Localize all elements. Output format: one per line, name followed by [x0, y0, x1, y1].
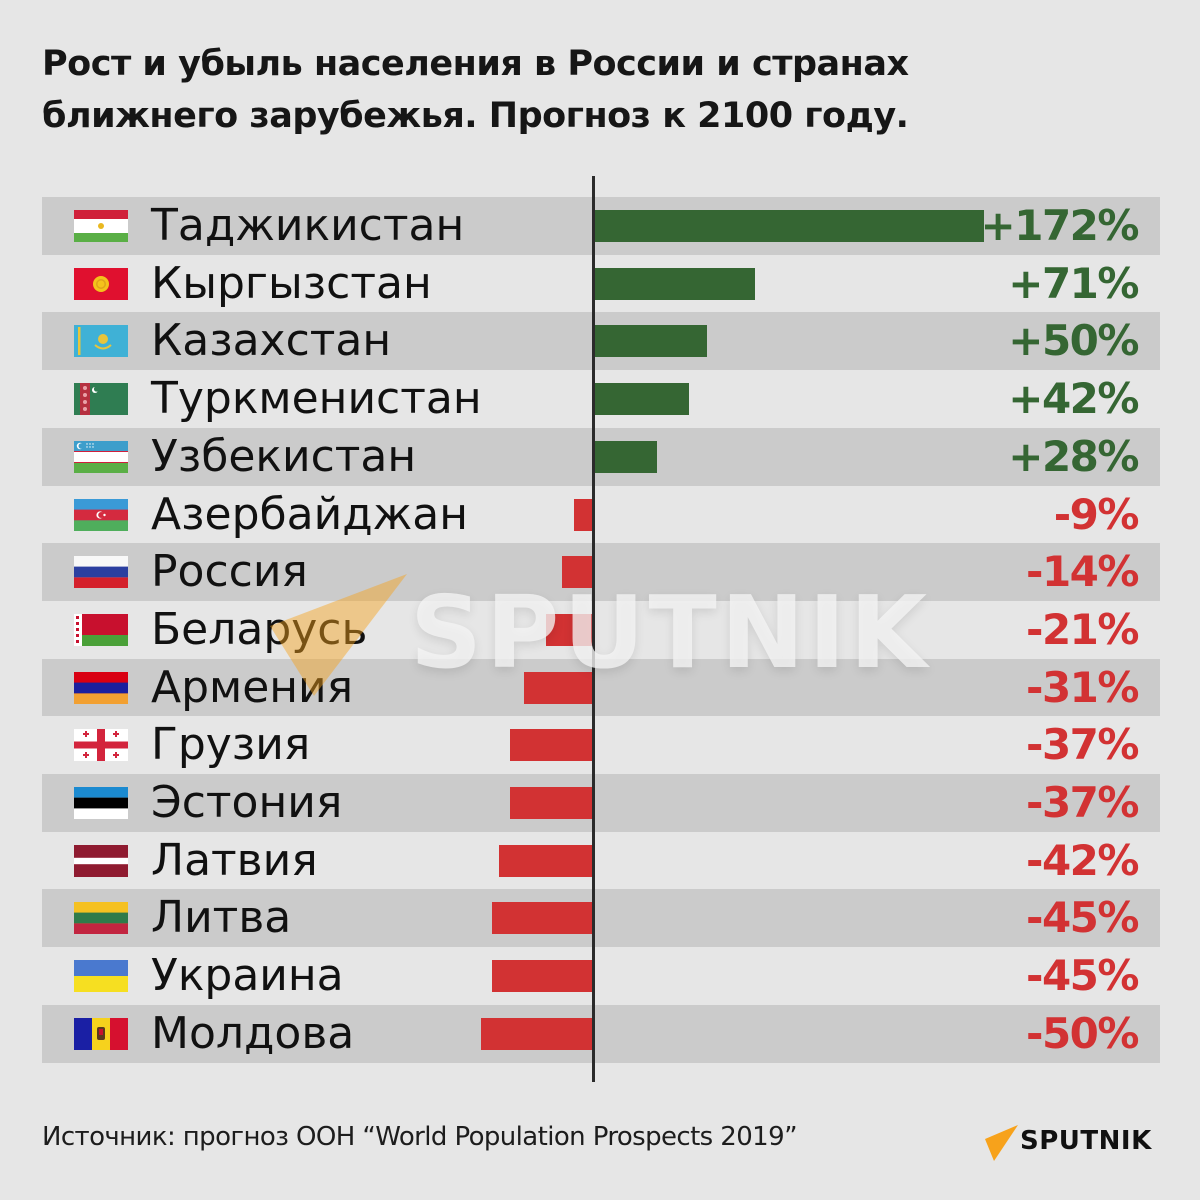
chart-row: Латвия -42% — [42, 831, 1160, 890]
sputnik-logo: SPUTNIK — [984, 1124, 1164, 1164]
flag-ukraine-icon — [74, 960, 128, 993]
value-label: +42% — [1008, 374, 1139, 424]
decline-bar — [573, 498, 594, 531]
country-label: Армения — [151, 661, 354, 713]
chart-row: Беларусь -21% — [42, 600, 1160, 659]
value-label: -37% — [1026, 778, 1139, 827]
decline-bar — [480, 1017, 594, 1050]
flag-armenia-icon — [74, 671, 128, 704]
country-label: Эстония — [151, 777, 343, 828]
flag-latvia-icon — [74, 844, 128, 877]
growth-bar — [594, 267, 755, 300]
country-label: Литва — [151, 892, 292, 944]
flag-tajikistan-icon — [74, 210, 128, 242]
chart-row: Литва -45% — [42, 889, 1160, 948]
country-label: Узбекистан — [151, 430, 417, 482]
value-label: +172% — [980, 201, 1140, 250]
chart-row: Казахстан +50% — [42, 312, 1160, 371]
chart-title-line-1: Рост и убыль населения в России и страна… — [42, 44, 909, 84]
chart-row: Узбекистан +28% — [42, 427, 1160, 486]
value-label: -9% — [1053, 489, 1140, 539]
country-label: Молдова — [151, 1007, 355, 1059]
value-label: +71% — [1008, 258, 1139, 308]
country-label: Кыргызстан — [151, 257, 432, 309]
value-label: -31% — [1026, 662, 1139, 712]
chart-row: Кыргызстан +71% — [42, 254, 1160, 313]
flag-moldova-icon — [74, 1017, 128, 1050]
chart-row: Грузия -37% — [42, 716, 1160, 775]
value-label: -45% — [1026, 893, 1139, 943]
value-label: -42% — [1026, 835, 1139, 885]
value-label: -37% — [1026, 720, 1139, 770]
decline-bar — [562, 556, 594, 589]
zero-axis-line — [592, 176, 595, 1082]
country-label: Таджикистан — [151, 200, 465, 251]
chart-row: Туркменистан +42% — [42, 370, 1160, 429]
value-label: +28% — [1008, 431, 1139, 481]
chart-row: Украина -45% — [42, 947, 1160, 1006]
value-label: -50% — [1026, 1008, 1139, 1058]
growth-bar — [594, 325, 708, 358]
chart-title: Рост и убыль населения в России и страна… — [42, 38, 1142, 142]
flag-lithuania-icon — [74, 902, 128, 935]
chart-row: Россия -14% — [42, 543, 1160, 602]
value-label: -21% — [1026, 604, 1139, 654]
country-label: Азербайджан — [151, 488, 468, 540]
flag-estonia-icon — [74, 787, 128, 819]
chart-row: Эстония -37% — [42, 774, 1160, 832]
flag-georgia-icon — [74, 729, 128, 762]
value-label: +50% — [1008, 316, 1139, 366]
chart-row: Таджикистан +172% — [42, 197, 1160, 255]
source-note: Источник: прогноз ООН “World Population … — [42, 1122, 798, 1152]
country-label: Украина — [151, 950, 344, 1002]
country-label: Туркменистан — [151, 373, 482, 425]
chart-row: Армения -31% — [42, 658, 1160, 717]
flag-azerbaijan-icon — [74, 498, 128, 531]
growth-bar — [594, 383, 690, 416]
decline-bar — [491, 960, 594, 993]
country-label: Казахстан — [151, 315, 392, 367]
growth-bar — [594, 440, 658, 473]
flag-turkmenistan-icon — [74, 383, 128, 416]
flag-kazakhstan-icon — [74, 325, 128, 358]
decline-bar — [510, 729, 594, 762]
decline-bar — [498, 844, 594, 877]
decline-bar — [510, 787, 594, 819]
flag-belarus-icon — [74, 613, 128, 646]
flag-kyrgyzstan-icon — [74, 267, 128, 300]
country-label: Беларусь — [151, 603, 368, 655]
chart-title-line-2: ближнего зарубежья. Прогноз к 2100 году. — [42, 96, 909, 136]
country-label: Латвия — [151, 834, 318, 886]
logo-text: SPUTNIK — [1020, 1126, 1152, 1156]
value-label: -14% — [1026, 547, 1139, 597]
sputnik-arrow-icon — [985, 1125, 1018, 1161]
growth-bar — [594, 210, 984, 242]
decline-bar — [546, 613, 594, 646]
flag-russia-icon — [74, 556, 128, 589]
decline-bar — [491, 902, 594, 935]
chart-row: Азербайджан -9% — [42, 485, 1160, 544]
chart-row: Молдова -50% — [42, 1004, 1160, 1063]
country-label: Россия — [151, 546, 308, 598]
decline-bar — [523, 671, 594, 704]
value-label: -45% — [1026, 951, 1139, 1001]
flag-uzbekistan-icon — [74, 440, 128, 473]
country-label: Грузия — [151, 719, 311, 771]
